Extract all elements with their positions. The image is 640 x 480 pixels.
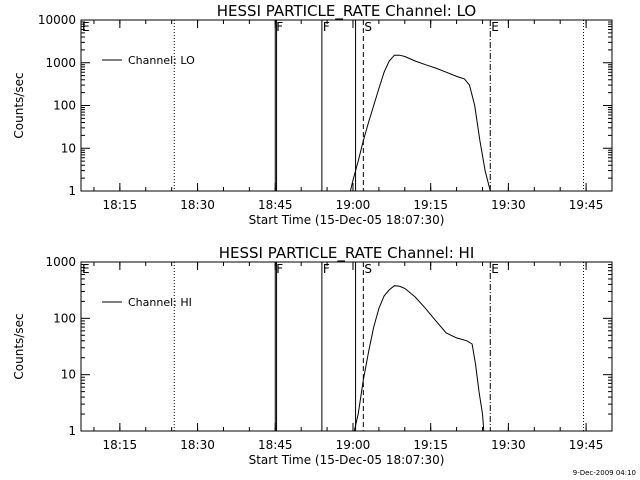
y-axis-label: Counts/sec [12, 313, 26, 379]
y-tick-label: 10 [61, 141, 76, 155]
series-line [349, 54, 491, 192]
event-marker-label: E [491, 262, 499, 276]
x-tick-label: 19:30 [491, 438, 526, 452]
x-axis-label: Start Time (15-Dec-05 18:07:30) [249, 453, 445, 467]
chart-panel-0: HESSI PARTICLE_RATE Channel: LO Start Tim… [12, 2, 613, 227]
plot-frame [80, 261, 613, 432]
y-tick-label: 1000 [45, 56, 76, 70]
x-axis-label: Start Time (15-Dec-05 18:07:30) [249, 213, 445, 227]
x-tick-label: 18:30 [180, 198, 215, 212]
x-tick-label: 19:15 [413, 438, 448, 452]
event-marker-label: S [364, 262, 372, 276]
x-tick-label: 18:45 [258, 438, 293, 452]
event-marker-label: F [323, 262, 330, 276]
y-tick-label: 1 [68, 424, 76, 438]
x-tick-label: 19:00 [336, 198, 371, 212]
event-marker-label: F [276, 262, 283, 276]
plot-frame [80, 19, 613, 192]
event-marker-label: S [364, 20, 372, 34]
y-tick-label: 100 [53, 311, 76, 325]
x-tick-label: 18:45 [258, 198, 293, 212]
x-tick-label: 18:15 [103, 438, 138, 452]
legend-label: Channel: LO [128, 54, 195, 67]
x-tick-label: 18:15 [103, 198, 138, 212]
event-marker-label: E [82, 20, 90, 34]
event-marker-label: E [82, 262, 90, 276]
event-marker-label: E [491, 20, 499, 34]
x-tick-label: 19:45 [569, 438, 604, 452]
series-line [353, 285, 485, 432]
event-marker-label: F [276, 20, 283, 34]
legend-label: Channel: HI [128, 296, 192, 309]
x-tick-label: 19:00 [336, 438, 371, 452]
y-tick-label: 10000 [38, 13, 76, 27]
y-tick-label: 1 [68, 184, 76, 198]
x-tick-label: 19:15 [413, 198, 448, 212]
x-tick-label: 18:30 [180, 438, 215, 452]
event-marker-label: F [323, 20, 330, 34]
x-tick-label: 19:45 [569, 198, 604, 212]
footer-timestamp: 9-Dec-2009 04:10 [573, 469, 636, 477]
chart-title: HESSI PARTICLE_RATE Channel: HI [219, 244, 475, 263]
chart-panel-1: HESSI PARTICLE_RATE Channel: HI Start Tim… [12, 244, 613, 467]
y-axis-label: Counts/sec [12, 72, 26, 138]
y-tick-label: 10 [61, 368, 76, 382]
chart-title: HESSI PARTICLE_RATE Channel: LO [217, 2, 476, 21]
y-tick-label: 100 [53, 99, 76, 113]
x-tick-label: 19:30 [491, 198, 526, 212]
y-tick-label: 1000 [45, 255, 76, 269]
